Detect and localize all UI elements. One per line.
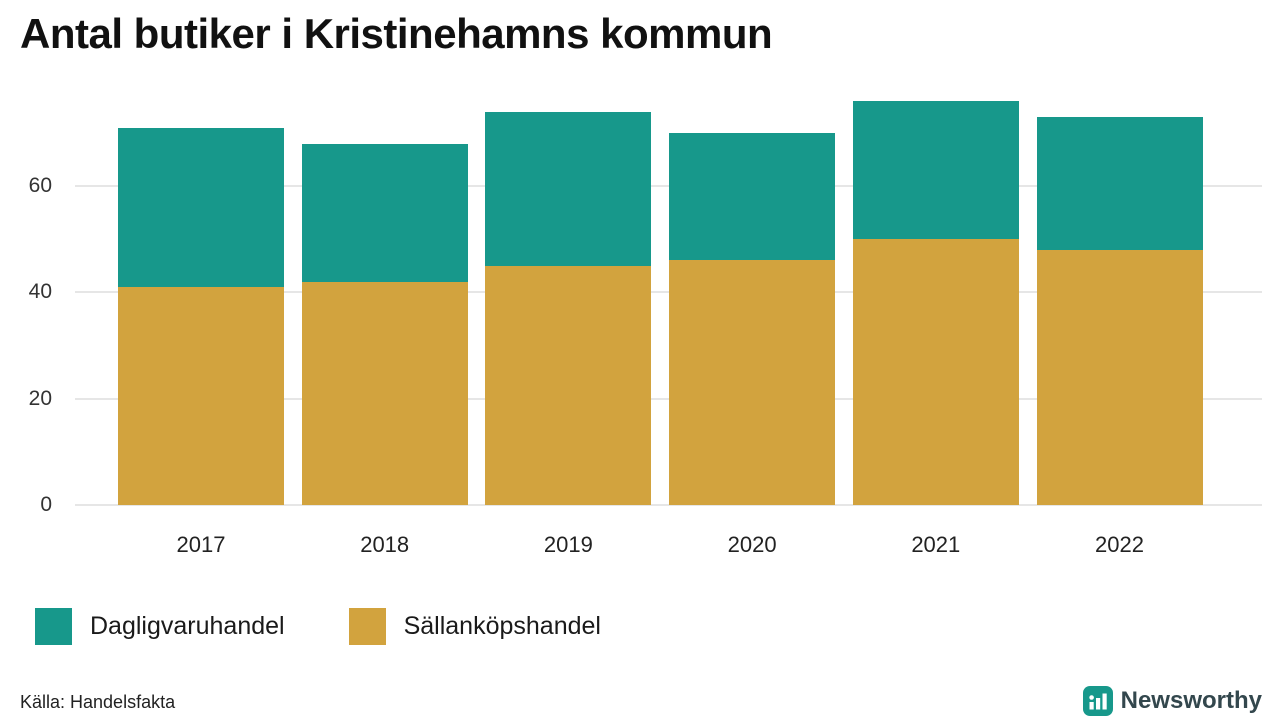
x-axis-label-2017: 2017 [176, 532, 226, 557]
legend-label-dagligvaruhandel: Dagligvaruhandel [90, 612, 285, 640]
newsworthy-logo: Newsworthy [1082, 686, 1262, 716]
y-tick-label-0: 0 [40, 493, 52, 516]
legend-label-sallankopshandel: Sällanköpshandel [403, 612, 601, 640]
bar-segment-2020-s0 [669, 260, 836, 505]
x-axis-label-2019: 2019 [543, 532, 593, 557]
legend-swatch-sallankopshandel [348, 608, 386, 645]
bar-segment-2021-s1 [852, 100, 1019, 240]
gridline-0 [75, 504, 1262, 506]
legend-item-sallankopshandel: Sällanköpshandel [348, 608, 601, 645]
bar-segment-2017-s1 [118, 127, 284, 287]
x-axis-label-2021: 2021 [911, 532, 961, 557]
bar-segment-2022-s1 [1036, 116, 1203, 250]
y-tick-label-60: 60 [28, 174, 52, 197]
gridline-20 [75, 398, 1262, 400]
bar-segment-2019-s1 [485, 111, 652, 266]
gridline-60 [75, 185, 1262, 187]
y-tick-label-40: 40 [28, 280, 52, 303]
legend: Dagligvaruhandel Sällanköpshandel [35, 608, 601, 645]
x-axis-label-2020: 2020 [727, 532, 777, 557]
legend-item-dagligvaruhandel: Dagligvaruhandel [35, 608, 285, 645]
bar-segment-2021-s0 [852, 239, 1019, 505]
bar-chart-icon [1082, 686, 1113, 716]
bar-segment-2019-s0 [485, 265, 652, 506]
bar-segment-2020-s1 [669, 132, 836, 261]
bar-segment-2018-s1 [301, 143, 468, 282]
bar-segment-2022-s0 [1036, 249, 1203, 505]
y-tick-label-20: 20 [28, 387, 52, 410]
x-axis-label-2022: 2022 [1095, 532, 1144, 557]
bar-segment-2017-s0 [118, 287, 284, 505]
brand-name: Newsworthy [1120, 687, 1262, 714]
source-note: Källa: Handelsfakta [20, 692, 176, 712]
bar-segment-2018-s0 [301, 281, 468, 505]
gridline-40 [75, 291, 1262, 293]
chart-title: Antal butiker i Kristinehamns kommun [20, 10, 773, 57]
x-axis-label-2018: 2018 [360, 532, 410, 557]
legend-swatch-dagligvaruhandel [35, 608, 72, 645]
